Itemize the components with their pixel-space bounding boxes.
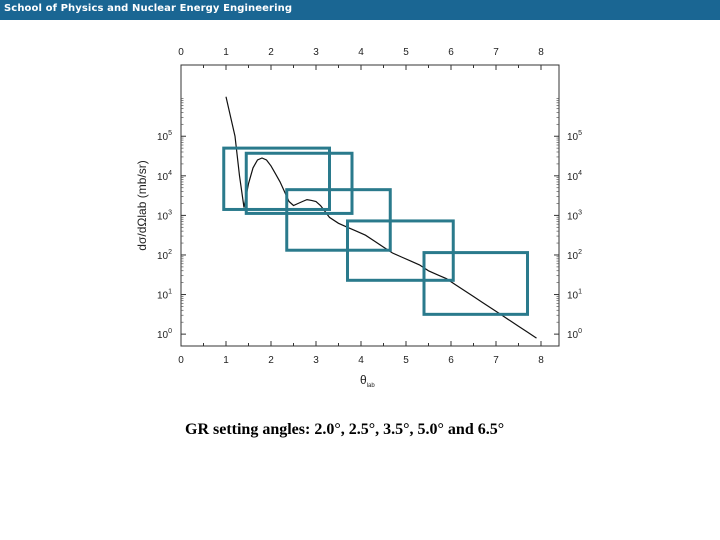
y-tick-base: 10 — [567, 330, 579, 341]
x-tick-label-top: 0 — [178, 47, 184, 58]
x-tick-label-bottom: 0 — [178, 355, 184, 366]
y-tick-label-left: 104 — [157, 170, 172, 183]
y-tick-base: 10 — [567, 291, 579, 302]
x-tick-label-top: 3 — [313, 47, 319, 58]
y-tick-exponent: 5 — [578, 130, 582, 137]
y-tick-label-left: 102 — [157, 249, 172, 262]
x-tick-label-bottom: 2 — [268, 355, 274, 366]
title-bar: School of Physics and Nuclear Energy Eng… — [0, 0, 720, 20]
y-tick-label-right: 105 — [567, 130, 582, 143]
y-tick-base: 10 — [567, 251, 579, 262]
x-tick-label-top: 1 — [223, 47, 229, 58]
school-title: School of Physics and Nuclear Energy Eng… — [4, 3, 293, 14]
y-axis-label: dσ/dΩlab (mb/sr) — [135, 160, 149, 250]
y-tick-exponent: 2 — [578, 249, 582, 256]
x-tick-label-bottom: 4 — [358, 355, 364, 366]
y-tick-label-left: 101 — [157, 289, 172, 302]
y-tick-label-right: 103 — [567, 209, 582, 222]
y-tick-exponent: 2 — [168, 249, 172, 256]
x-tick-label-top: 5 — [403, 47, 409, 58]
x-tick-label-bottom: 8 — [538, 355, 544, 366]
y-tick-exponent: 4 — [168, 170, 172, 177]
acceptance-box-4 — [346, 219, 455, 282]
y-tick-base: 10 — [567, 132, 579, 143]
y-tick-exponent: 0 — [168, 328, 172, 335]
x-axis-label: θlab — [360, 373, 375, 389]
y-tick-label-right: 100 — [567, 328, 582, 341]
y-tick-base: 10 — [157, 211, 169, 222]
y-tick-exponent: 3 — [168, 209, 172, 216]
y-tick-base: 10 — [157, 330, 169, 341]
x-tick-label-top: 6 — [448, 47, 454, 58]
y-tick-base: 10 — [157, 172, 169, 183]
y-tick-label-right: 101 — [567, 289, 582, 302]
y-tick-exponent: 3 — [578, 209, 582, 216]
x-tick-label-top: 4 — [358, 47, 364, 58]
y-tick-exponent: 4 — [578, 170, 582, 177]
x-tick-label-top: 7 — [493, 47, 499, 58]
y-tick-exponent: 1 — [578, 289, 582, 296]
y-tick-base: 10 — [567, 172, 579, 183]
x-tick-label-bottom: 6 — [448, 355, 454, 366]
acceptance-box-2 — [244, 151, 354, 215]
y-tick-base: 10 — [157, 132, 169, 143]
x-axis-label-subscript: lab — [367, 383, 376, 389]
y-tick-label-left: 100 — [157, 328, 172, 341]
y-tick-label-right: 102 — [567, 249, 582, 262]
x-tick-label-bottom: 7 — [493, 355, 499, 366]
y-tick-label-left: 105 — [157, 130, 172, 143]
y-tick-exponent: 5 — [168, 130, 172, 137]
x-tick-label-bottom: 3 — [313, 355, 319, 366]
plot-frame — [180, 64, 560, 347]
x-tick-label-top: 8 — [538, 47, 544, 58]
setting-angles-caption: GR setting angles: 2.0°, 2.5°, 3.5°, 5.0… — [185, 421, 505, 438]
x-tick-label-top: 2 — [268, 47, 274, 58]
y-tick-label-left: 103 — [157, 209, 172, 222]
y-tick-base: 10 — [567, 211, 579, 222]
acceptance-box-1 — [222, 146, 331, 211]
y-tick-exponent: 1 — [168, 289, 172, 296]
cross-section-curve — [225, 96, 537, 339]
y-tick-exponent: 0 — [578, 328, 582, 335]
y-tick-label-right: 104 — [567, 170, 582, 183]
y-tick-base: 10 — [157, 251, 169, 262]
x-axis-label-symbol: θ — [360, 373, 367, 387]
x-tick-label-bottom: 5 — [403, 355, 409, 366]
acceptance-box-5 — [422, 251, 529, 316]
x-tick-label-bottom: 1 — [223, 355, 229, 366]
y-tick-base: 10 — [157, 291, 169, 302]
